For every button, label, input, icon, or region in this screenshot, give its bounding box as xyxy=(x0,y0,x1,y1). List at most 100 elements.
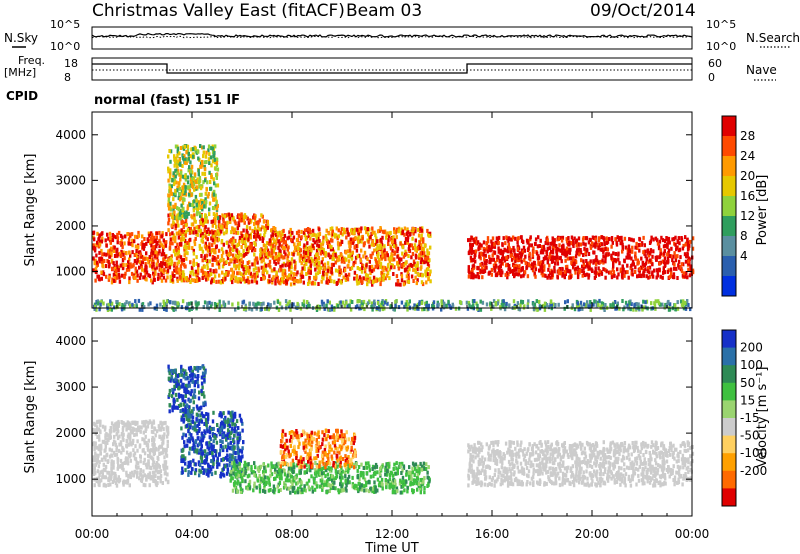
range-gate-cell xyxy=(340,270,343,275)
range-gate-cell xyxy=(368,267,371,272)
range-gate-cell xyxy=(201,235,204,240)
range-gate-cell xyxy=(122,250,125,255)
range-gate-cell xyxy=(277,308,281,312)
range-gate-cell xyxy=(414,238,417,243)
range-gate-cell xyxy=(207,157,211,162)
range-gate-cell xyxy=(508,267,512,272)
range-gate-cell xyxy=(532,307,536,312)
range-gate-cell xyxy=(595,258,599,263)
range-gate-cell xyxy=(421,273,424,278)
range-gate-cell xyxy=(193,239,196,244)
range-gate-cell xyxy=(364,267,367,272)
range-gate-cell xyxy=(299,279,302,284)
range-gate-cell xyxy=(101,457,104,462)
range-gate-cell xyxy=(272,249,276,254)
range-gate-cell xyxy=(636,258,640,263)
range-gate-cell xyxy=(531,268,535,273)
range-gate-cell xyxy=(102,462,105,467)
range-gate-cell xyxy=(191,215,194,220)
range-gate-cell xyxy=(191,246,194,251)
range-gate-cell xyxy=(115,445,118,450)
range-gate-cell xyxy=(427,277,430,282)
range-gate-cell xyxy=(243,220,246,225)
range-gate-cell xyxy=(139,478,143,483)
range-gate-cell xyxy=(655,268,659,273)
range-gate-cell xyxy=(584,242,587,247)
range-gate-cell xyxy=(205,277,208,282)
range-gate-cell xyxy=(113,254,117,258)
range-gate-cell xyxy=(144,483,147,488)
range-gate-cell xyxy=(123,305,126,309)
range-gate-cell xyxy=(303,253,306,258)
range-gate-cell xyxy=(150,248,154,253)
range-gate-cell xyxy=(290,257,294,262)
range-gate-cell xyxy=(203,300,207,305)
range-gate-cell xyxy=(600,242,604,247)
range-gate-cell xyxy=(229,252,232,256)
range-gate-cell xyxy=(612,270,616,275)
range-gate-cell xyxy=(286,236,289,241)
range-gate-cell xyxy=(113,264,116,268)
range-gate-cell xyxy=(135,470,138,475)
range-gate-cell xyxy=(148,471,152,476)
range-gate-cell xyxy=(653,303,657,308)
range-gate-cell xyxy=(121,466,124,471)
velocity-heatmap xyxy=(92,364,695,495)
range-gate-cell xyxy=(92,442,95,447)
range-gate-cell xyxy=(233,263,236,268)
range-gate-cell xyxy=(332,262,335,267)
range-gate-cell xyxy=(172,233,175,238)
range-gate-cell xyxy=(278,248,281,253)
range-gate-cell xyxy=(126,422,129,427)
range-gate-cell xyxy=(171,271,174,276)
range-gate-cell xyxy=(226,256,230,261)
range-gate-cell xyxy=(108,238,112,243)
range-gate-cell xyxy=(480,251,483,256)
range-gate-cell xyxy=(308,280,311,285)
range-gate-cell xyxy=(176,149,179,154)
range-gate-cell xyxy=(592,302,595,307)
range-gate-cell xyxy=(393,230,396,235)
range-gate-cell xyxy=(113,305,116,310)
range-gate-cell xyxy=(251,279,254,284)
range-gate-cell xyxy=(555,244,558,248)
range-gate-cell xyxy=(246,266,250,270)
range-gate-cell xyxy=(396,249,399,254)
range-gate-cell xyxy=(348,244,351,248)
range-gate-cell xyxy=(581,237,585,242)
range-gate-cell xyxy=(182,232,185,236)
range-gate-cell xyxy=(216,229,219,234)
range-gate-cell xyxy=(112,272,116,277)
range-gate-cell xyxy=(127,264,130,269)
range-gate-cell xyxy=(398,256,401,261)
noise-right-tick-top: 10^5 xyxy=(706,18,736,31)
range-gate-cell xyxy=(271,244,275,248)
range-gate-cell xyxy=(631,245,634,250)
range-gate-cell xyxy=(676,306,680,311)
range-gate-cell xyxy=(645,256,648,261)
range-gate-cell xyxy=(179,146,183,150)
range-gate-cell xyxy=(587,265,590,270)
range-gate-cell xyxy=(610,255,613,260)
range-gate-cell xyxy=(610,253,613,258)
range-gate-cell xyxy=(379,261,383,266)
range-gate-cell xyxy=(406,265,409,270)
range-gate-cell xyxy=(260,307,263,312)
range-gate-cell xyxy=(320,299,324,304)
range-gate-cell xyxy=(208,242,211,247)
range-gate-cell xyxy=(147,302,150,307)
range-gate-cell xyxy=(577,236,581,241)
range-gate-cell xyxy=(220,254,224,258)
range-gate-cell xyxy=(687,267,690,272)
range-gate-cell xyxy=(378,304,381,309)
range-gate-cell xyxy=(669,267,673,272)
range-gate-cell xyxy=(603,308,606,312)
range-gate-cell xyxy=(107,476,110,481)
range-gate-cell xyxy=(260,302,263,307)
range-gate-cell xyxy=(691,246,695,251)
range-gate-cell xyxy=(366,282,369,287)
range-gate-cell xyxy=(442,305,446,310)
range-gate-cell xyxy=(552,255,555,260)
range-gate-cell xyxy=(212,212,216,217)
range-gate-cell xyxy=(207,144,211,149)
